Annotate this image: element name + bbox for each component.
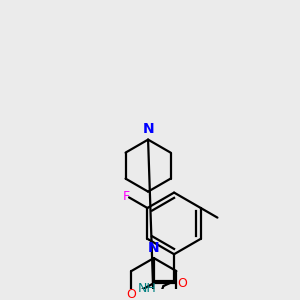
Text: O: O <box>177 277 187 290</box>
Text: F: F <box>123 190 130 203</box>
Text: N: N <box>142 122 154 136</box>
Text: NH: NH <box>138 282 157 296</box>
Text: N: N <box>148 241 160 255</box>
Text: O: O <box>126 288 136 300</box>
